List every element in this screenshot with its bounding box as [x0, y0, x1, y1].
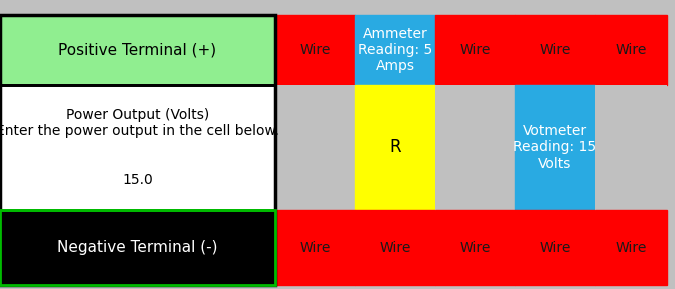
Bar — [435, 15, 515, 85]
Bar — [275, 210, 355, 285]
Bar — [355, 85, 435, 210]
Bar — [435, 85, 515, 285]
Bar — [595, 85, 667, 285]
Bar — [0, 15, 275, 85]
Bar — [0, 85, 275, 210]
Text: R: R — [389, 138, 401, 157]
Text: Ammeter
Reading: 5
Amps: Ammeter Reading: 5 Amps — [358, 27, 432, 73]
Bar — [595, 210, 667, 285]
Bar — [355, 210, 435, 285]
Text: Wire: Wire — [539, 43, 570, 57]
Bar — [515, 210, 595, 285]
Bar — [355, 15, 435, 85]
Bar — [0, 210, 275, 285]
Bar — [275, 15, 355, 85]
Text: Wire: Wire — [379, 240, 410, 255]
Bar — [0, 210, 275, 285]
Text: Wire: Wire — [616, 240, 647, 255]
Bar — [275, 85, 355, 285]
Text: Wire: Wire — [616, 43, 647, 57]
Text: Wire: Wire — [459, 240, 491, 255]
Text: Wire: Wire — [539, 240, 570, 255]
Bar — [595, 15, 667, 85]
Text: Positive Terminal (+): Positive Terminal (+) — [59, 42, 217, 58]
Text: Wire: Wire — [459, 43, 491, 57]
Text: Wire: Wire — [299, 240, 331, 255]
Text: Votmeter
Reading: 15
Volts: Votmeter Reading: 15 Volts — [514, 124, 597, 171]
Bar — [515, 15, 595, 85]
Text: Negative Terminal (-): Negative Terminal (-) — [57, 240, 218, 255]
Bar — [0, 15, 275, 285]
Text: Wire: Wire — [299, 43, 331, 57]
Bar — [435, 210, 515, 285]
Text: Power Output (Volts)
Enter the power output in the cell below.


15.0: Power Output (Volts) Enter the power out… — [0, 108, 279, 187]
Bar — [515, 85, 595, 210]
